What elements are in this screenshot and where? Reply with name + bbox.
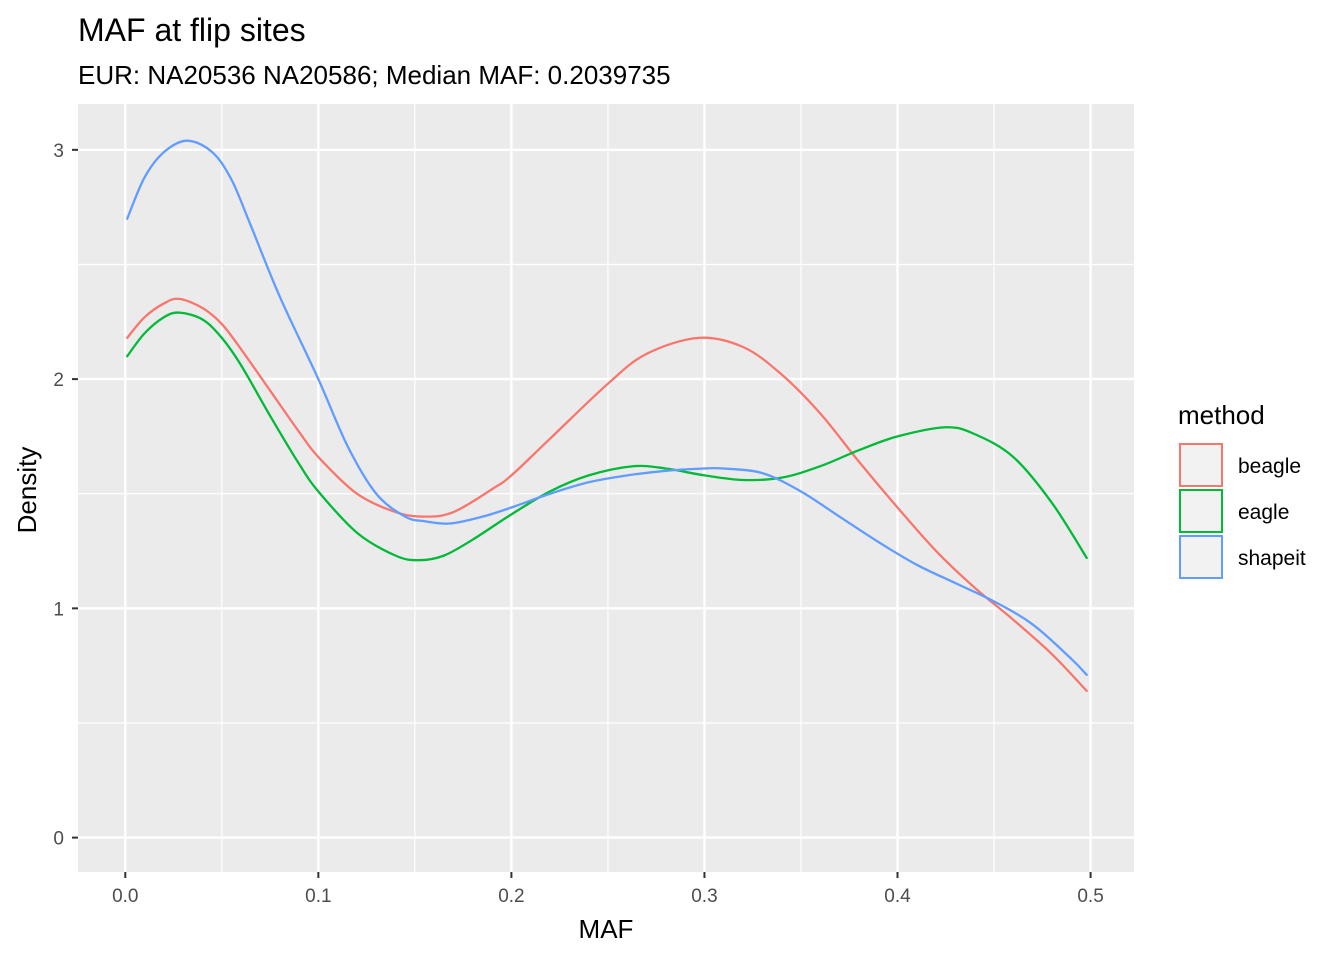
legend-title: method	[1178, 400, 1265, 430]
density-line-shapeit	[126, 139, 1088, 676]
legend-label-eagle: eagle	[1238, 501, 1289, 524]
x-tick-label: 0.0	[112, 886, 138, 907]
legend: method beagle eagle shapeit	[1178, 400, 1306, 579]
x-axis: 0.0 0.1 0.2 0.3 0.4 0.5	[112, 872, 1104, 907]
y-tick-label: 0	[53, 829, 64, 850]
legend-key-shapeit	[1179, 535, 1223, 579]
chart-title: MAF at flip sites	[78, 12, 306, 48]
x-tick-label: 0.2	[498, 886, 524, 907]
density-line-eagle	[126, 311, 1088, 562]
y-tick-label: 1	[53, 599, 64, 620]
density-lines	[126, 139, 1088, 693]
y-axis: 0 1 2 3	[53, 141, 78, 850]
x-tick-label: 0.3	[691, 886, 717, 907]
y-tick-label: 2	[53, 370, 64, 391]
plot-panel	[78, 104, 1134, 872]
grid-minor	[78, 104, 1134, 872]
legend-label-beagle: beagle	[1238, 455, 1301, 478]
x-tick-label: 0.4	[884, 886, 911, 907]
legend-key-beagle	[1179, 443, 1223, 487]
x-tick-label: 0.5	[1077, 886, 1103, 907]
x-tick-label: 0.1	[305, 886, 331, 907]
grid-major	[78, 104, 1134, 872]
y-axis-title: Density	[12, 447, 42, 534]
legend-label-shapeit: shapeit	[1238, 547, 1306, 570]
x-axis-title: MAF	[579, 914, 634, 944]
density-line-beagle	[126, 297, 1088, 693]
chart-subtitle: EUR: NA20536 NA20586; Median MAF: 0.2039…	[78, 60, 671, 90]
y-tick-label: 3	[53, 141, 64, 162]
legend-key-eagle	[1179, 489, 1223, 533]
